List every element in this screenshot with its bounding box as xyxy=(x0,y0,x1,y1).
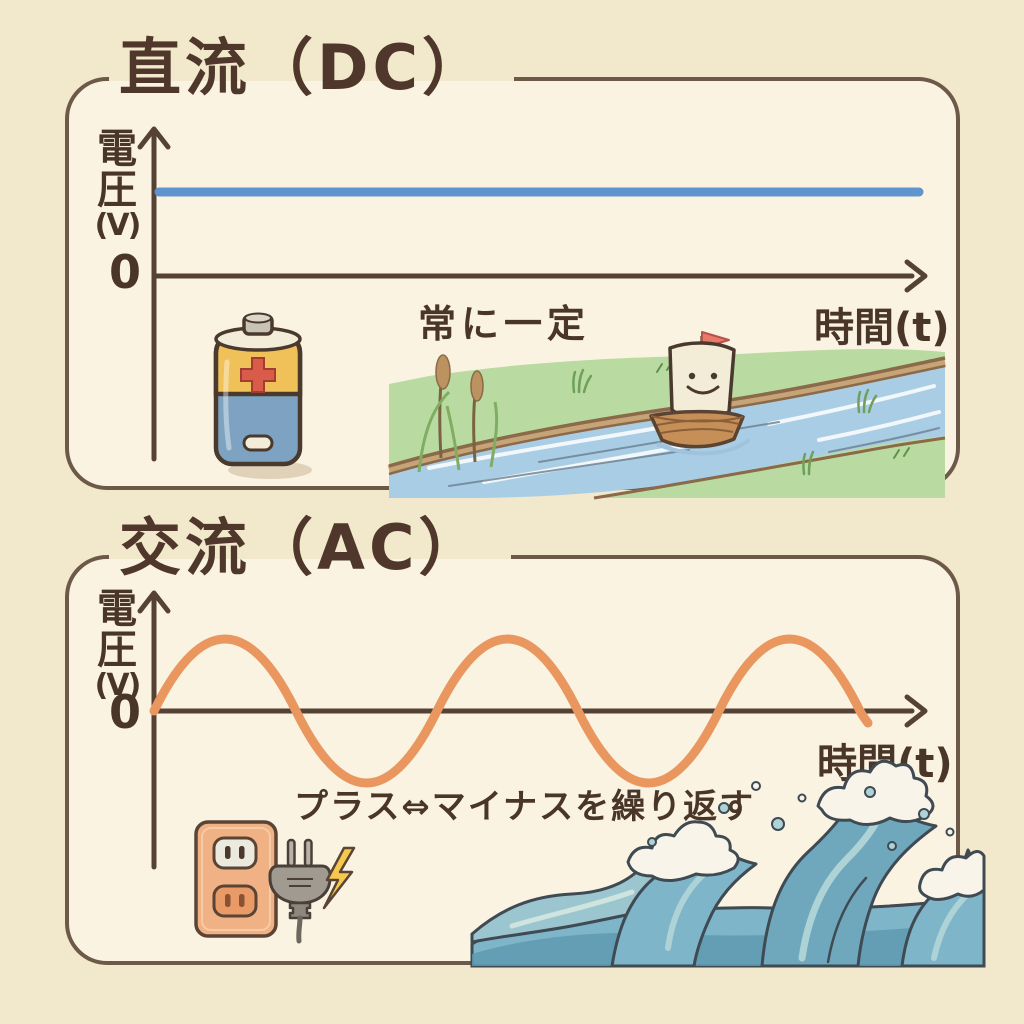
dc-chart xyxy=(137,126,928,462)
x-axis xyxy=(151,259,928,293)
plus-terminal-icon xyxy=(240,357,276,393)
ac-annotation: プラス⇔マイナスを繰り返す xyxy=(294,787,756,827)
plug-icon xyxy=(268,838,332,944)
ac-origin-label: 0 xyxy=(109,685,142,739)
lightning-icon xyxy=(322,846,356,910)
water-droplets xyxy=(647,781,955,851)
sail xyxy=(668,341,736,421)
foam xyxy=(626,820,740,882)
y-axis xyxy=(137,590,171,870)
ocean-waves-illustration xyxy=(470,759,986,968)
ac-panel: 交流（AC） 電 圧 (V) 0 プラス⇔マイナスを繰り返す 時間(t) xyxy=(65,509,986,968)
battery-icon xyxy=(213,312,312,479)
ac-y-axis-label: 電 圧 (V) xyxy=(94,586,142,703)
ac-sine-wave xyxy=(149,634,873,788)
sailboat-icon xyxy=(649,331,751,456)
cattail-icon xyxy=(417,354,499,473)
foam xyxy=(918,850,986,901)
dc-annotation: 常に一定 xyxy=(417,302,590,346)
ac-panel-title: 交流（AC） xyxy=(109,509,511,587)
dc-y-axis-label: 電 圧 (V) xyxy=(94,126,142,243)
x-axis xyxy=(151,694,928,728)
outlet-plug-illustration xyxy=(194,820,356,944)
outlet-icon xyxy=(194,820,278,938)
dc-panel: 直流（DC） 電 圧 (V) 0 常に一定 時間(t) xyxy=(65,29,960,500)
dc-panel-title: 直流（DC） xyxy=(109,29,514,107)
dc-origin-label: 0 xyxy=(109,245,142,299)
y-axis xyxy=(137,126,171,462)
calm-river-illustration xyxy=(387,331,947,500)
dc-x-axis-label: 時間(t) xyxy=(814,305,950,351)
ac-chart xyxy=(137,590,928,870)
